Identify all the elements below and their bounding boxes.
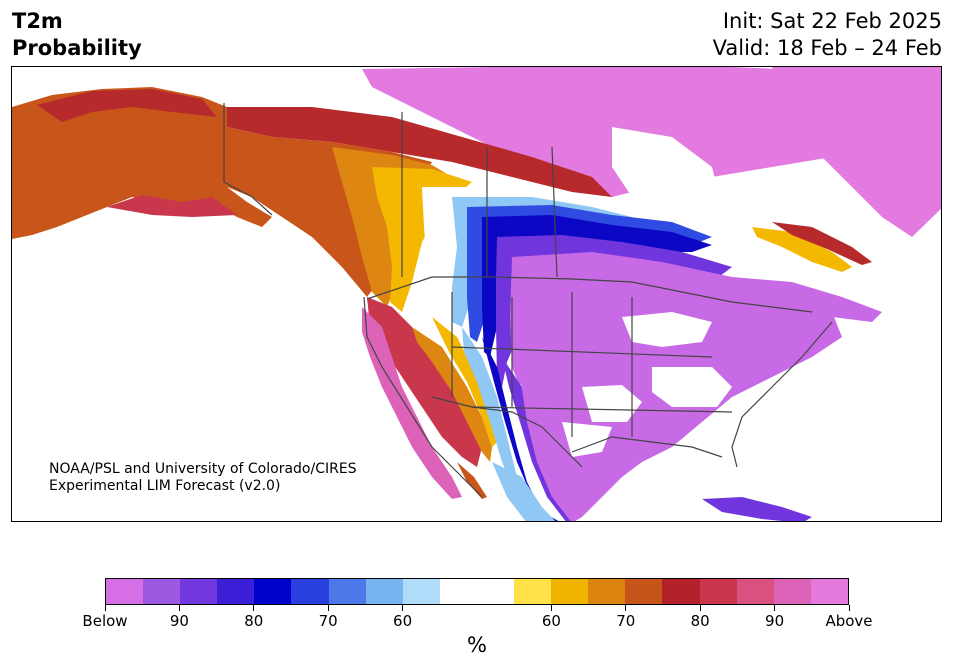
colorbar-tick-label: 90 bbox=[169, 612, 189, 630]
canada-west-yellow bbox=[372, 167, 472, 312]
colorbar-segment bbox=[328, 579, 366, 604]
colorbar-segment bbox=[551, 579, 589, 604]
colorbar-segment bbox=[106, 579, 144, 604]
colorbar-segment bbox=[143, 579, 181, 604]
east-us-white-2 bbox=[582, 385, 642, 422]
east-us-white-1 bbox=[622, 312, 712, 347]
alaska-south-coast bbox=[107, 195, 237, 217]
colorbar-segment bbox=[625, 579, 663, 604]
colorbar-segment bbox=[439, 579, 477, 604]
mexico-cold bbox=[492, 462, 556, 521]
us-central-violet bbox=[502, 357, 576, 521]
colorbar-segment bbox=[773, 579, 811, 604]
colorbar-segment bbox=[588, 579, 626, 604]
colorbar-tick-label: 60 bbox=[541, 612, 561, 630]
us-canada-border bbox=[366, 276, 813, 313]
labrador-red bbox=[772, 222, 872, 265]
east-coast bbox=[731, 321, 833, 468]
colorbar-tick-label: Below bbox=[82, 612, 128, 630]
colorbar-tick-label: 70 bbox=[318, 612, 338, 630]
credit-org: NOAA/PSL and University of Colorado/CIRE… bbox=[49, 461, 357, 477]
map-title: T2m Probability bbox=[12, 8, 142, 62]
colorbar-tick bbox=[253, 605, 255, 611]
colorbar-tick bbox=[178, 605, 180, 611]
colorbar-tick-label: 70 bbox=[616, 612, 636, 630]
forecast-dates: Init: Sat 22 Feb 2025 Valid: 18 Feb – 24… bbox=[713, 8, 942, 62]
colorbar-tick bbox=[625, 605, 627, 611]
colorbar-segment bbox=[476, 579, 515, 604]
credit-product: Experimental LIM Forecast (v2.0) bbox=[49, 478, 281, 494]
colorbar-tick bbox=[699, 605, 701, 611]
colorbar-unit: % bbox=[467, 633, 487, 657]
us-cold-corridor-light bbox=[462, 327, 550, 521]
us-west-red bbox=[367, 297, 482, 467]
colorbar-tick bbox=[402, 605, 404, 611]
north-america-map bbox=[12, 67, 941, 521]
colorbar-tick-label: 60 bbox=[393, 612, 413, 630]
colorbar-tick bbox=[104, 605, 106, 611]
init-date: Init: Sat 22 Feb 2025 bbox=[722, 9, 942, 33]
colorbar-tick bbox=[774, 605, 776, 611]
gulf-coast bbox=[571, 436, 723, 458]
boundaries bbox=[223, 103, 833, 498]
title-variable: T2m bbox=[12, 9, 63, 33]
province-line-3 bbox=[551, 146, 558, 278]
colorbar-segment bbox=[662, 579, 700, 604]
baja-warm bbox=[457, 462, 487, 499]
greenland bbox=[772, 67, 941, 237]
colorbar-tick-label: 80 bbox=[244, 612, 264, 630]
state-line-5 bbox=[451, 346, 713, 358]
colorbar-segment bbox=[180, 579, 218, 604]
colorbar-tick-label: Above bbox=[825, 612, 873, 630]
colorbar-segment bbox=[402, 579, 440, 604]
data-credit: NOAA/PSL and University of Colorado/CIRE… bbox=[49, 461, 357, 495]
hudson-bay bbox=[612, 127, 722, 227]
us-southwest-orange bbox=[412, 327, 492, 462]
canada-northwest-red bbox=[227, 107, 612, 197]
colorbar-segment bbox=[254, 579, 292, 604]
us-west-pink bbox=[362, 307, 462, 499]
state-line-6 bbox=[471, 406, 733, 413]
title-product: Probability bbox=[12, 36, 142, 60]
labrador-warm bbox=[752, 227, 852, 272]
colorbar-tick bbox=[550, 605, 552, 611]
map-panel bbox=[11, 66, 942, 522]
colorbar-segment bbox=[291, 579, 329, 604]
colorbar-segment bbox=[810, 579, 848, 604]
colorbar-segment bbox=[699, 579, 737, 604]
alaska-red-band bbox=[37, 89, 217, 122]
colorbar bbox=[105, 578, 849, 605]
east-us-white-4 bbox=[562, 422, 612, 457]
colorbar-tick bbox=[327, 605, 329, 611]
us-cold-corridor-dark bbox=[482, 337, 559, 521]
colorbar-segment bbox=[514, 579, 552, 604]
caribbean bbox=[702, 497, 812, 521]
east-us-white-3 bbox=[652, 367, 732, 407]
colorbar-segment bbox=[365, 579, 403, 604]
valid-range: Valid: 18 Feb – 24 Feb bbox=[712, 36, 942, 60]
alaska-canada-border bbox=[223, 103, 273, 216]
colorbar-tick-label: 90 bbox=[765, 612, 785, 630]
us-rockies-yellow bbox=[432, 317, 497, 447]
colorbar-segment bbox=[736, 579, 774, 604]
colorbar-segment bbox=[217, 579, 255, 604]
colorbar-tick-label: 80 bbox=[690, 612, 710, 630]
colorbar-tick bbox=[848, 605, 850, 611]
west-coast bbox=[363, 296, 483, 498]
us-mexico-border bbox=[431, 396, 583, 468]
